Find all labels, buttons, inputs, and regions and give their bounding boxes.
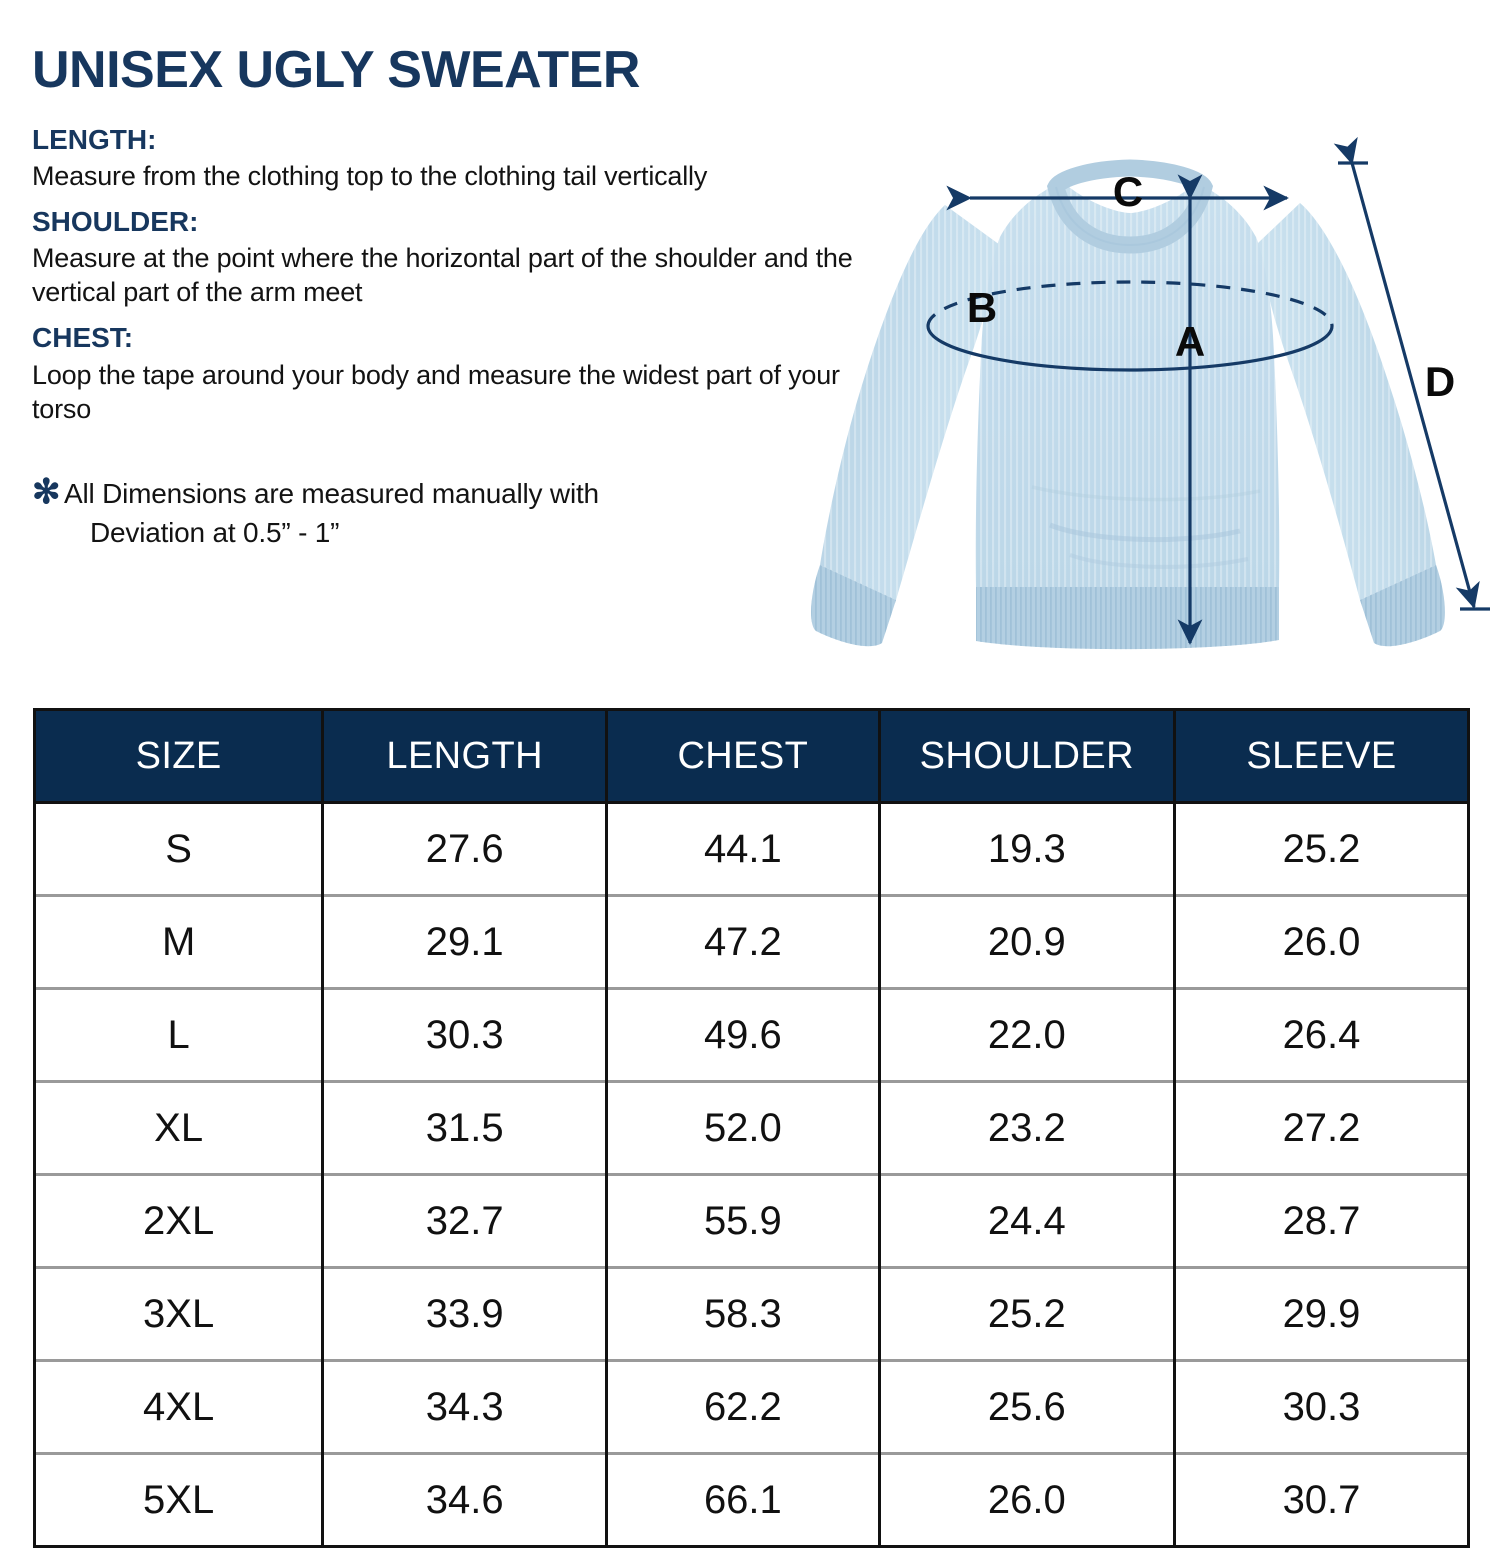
cell-size: M (32, 894, 325, 989)
cell-length: 34.6 (321, 1452, 609, 1547)
term-shoulder: SHOULDER: Measure at the point where the… (32, 206, 892, 309)
cell-chest: 47.2 (605, 894, 881, 989)
cell-shoulder: 23.2 (877, 1080, 1176, 1175)
cell-size: L (32, 987, 325, 1082)
cell-size: XL (32, 1080, 325, 1175)
measure-label-b: B (967, 284, 997, 331)
table-row: S 27.6 44.1 19.3 25.2 (32, 802, 1471, 896)
cell-length: 32.7 (321, 1173, 609, 1268)
term-shoulder-label: SHOULDER: (32, 206, 199, 238)
measure-label-c: C (1113, 168, 1143, 215)
cell-length: 31.5 (321, 1080, 609, 1175)
cell-sleeve: 27.2 (1172, 1080, 1471, 1175)
cell-size: S (32, 802, 325, 896)
term-chest: CHEST: Loop the tape around your body an… (32, 322, 892, 425)
cell-shoulder: 26.0 (877, 1452, 1176, 1547)
sweater-right-sleeve (1258, 203, 1445, 647)
cell-size: 5XL (32, 1452, 325, 1547)
deviation-footnote: ✻ All Dimensions are measured manually w… (32, 474, 892, 554)
term-chest-description: Loop the tape around your body and measu… (32, 359, 840, 424)
cell-chest: 62.2 (605, 1359, 881, 1454)
table-row: 2XL 32.7 55.9 24.4 28.7 (32, 1173, 1471, 1268)
table-row: L 30.3 49.6 22.0 26.4 (32, 987, 1471, 1082)
size-chart-table: SIZE LENGTH CHEST SHOULDER SLEEVE S 27.6… (32, 708, 1471, 1548)
measurement-instructions-panel: UNISEX UGLY SWEATER LENGTH: Measure from… (32, 44, 892, 553)
cell-shoulder: 19.3 (877, 802, 1176, 896)
cell-sleeve: 30.7 (1172, 1452, 1471, 1547)
measure-d-sleeve-arrow (1333, 136, 1490, 611)
cell-length: 27.6 (321, 802, 609, 896)
cell-size: 2XL (32, 1173, 325, 1268)
table-body: S 27.6 44.1 19.3 25.2 M 29.1 47.2 20.9 2… (32, 802, 1471, 1547)
cell-sleeve: 30.3 (1172, 1359, 1471, 1454)
cell-sleeve: 26.4 (1172, 987, 1471, 1082)
cell-sleeve: 25.2 (1172, 802, 1471, 896)
table-header: SIZE LENGTH CHEST SHOULDER SLEEVE (32, 709, 1471, 804)
cell-chest: 44.1 (605, 802, 881, 896)
cell-length: 34.3 (321, 1359, 609, 1454)
table-header-row: SIZE LENGTH CHEST SHOULDER SLEEVE (32, 709, 1471, 804)
table-row: XL 31.5 52.0 23.2 27.2 (32, 1080, 1471, 1175)
term-length: LENGTH: Measure from the clothing top to… (32, 124, 892, 193)
cell-chest: 49.6 (605, 987, 881, 1082)
cell-sleeve: 26.0 (1172, 894, 1471, 989)
measure-label-a: A (1175, 318, 1205, 365)
asterisk-icon: ✻ (32, 472, 61, 511)
cell-length: 29.1 (321, 894, 609, 989)
size-chart-table-container: SIZE LENGTH CHEST SHOULDER SLEEVE S 27.6… (32, 708, 1471, 1548)
cell-chest: 55.9 (605, 1173, 881, 1268)
table-row: M 29.1 47.2 20.9 26.0 (32, 894, 1471, 989)
cell-shoulder: 20.9 (877, 894, 1176, 989)
cell-size: 4XL (32, 1359, 325, 1454)
sweater-measurement-diagram: C A B D (800, 95, 1500, 665)
column-header-sleeve: SLEEVE (1172, 709, 1471, 804)
cell-shoulder: 25.2 (877, 1266, 1176, 1361)
column-header-chest: CHEST (605, 709, 881, 804)
cell-sleeve: 28.7 (1172, 1173, 1471, 1268)
cell-shoulder: 22.0 (877, 987, 1176, 1082)
table-row: 4XL 34.3 62.2 25.6 30.3 (32, 1359, 1471, 1454)
page-title: UNISEX UGLY SWEATER (32, 41, 640, 99)
column-header-size: SIZE (32, 709, 325, 804)
cell-length: 33.9 (321, 1266, 609, 1361)
cell-chest: 66.1 (605, 1452, 881, 1547)
term-length-label: LENGTH: (32, 124, 157, 155)
sweater-left-sleeve (811, 205, 1000, 647)
term-length-description: Measure from the clothing top to the clo… (32, 161, 708, 192)
cell-length: 30.3 (321, 987, 609, 1082)
footnote-line-1: All Dimensions are measured manually wit… (64, 477, 599, 509)
term-chest-label: CHEST: (32, 322, 134, 354)
footnote-line-2: Deviation at 0.5” - 1” (90, 517, 340, 549)
cell-size: 3XL (32, 1266, 325, 1361)
column-header-length: LENGTH (321, 709, 609, 804)
sweater-body (975, 164, 1280, 650)
table-row: 5XL 34.6 66.1 26.0 30.7 (32, 1452, 1471, 1547)
cell-shoulder: 25.6 (877, 1359, 1176, 1454)
cell-sleeve: 29.9 (1172, 1266, 1471, 1361)
cell-chest: 58.3 (605, 1266, 881, 1361)
cell-shoulder: 24.4 (877, 1173, 1176, 1268)
term-shoulder-description: Measure at the point where the horizonta… (32, 243, 853, 308)
measure-b-chest-ellipse (926, 280, 1334, 372)
table-row: 3XL 33.9 58.3 25.2 29.9 (32, 1266, 1471, 1361)
cell-chest: 52.0 (605, 1080, 881, 1175)
measure-label-d: D (1425, 358, 1455, 405)
column-header-shoulder: SHOULDER (877, 709, 1176, 804)
